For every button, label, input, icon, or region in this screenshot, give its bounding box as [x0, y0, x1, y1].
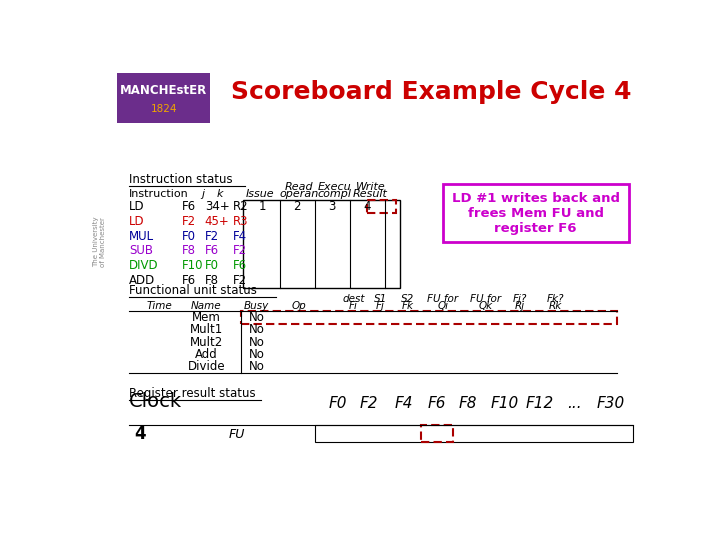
Bar — [117, 72, 210, 123]
Text: F12: F12 — [526, 396, 554, 411]
Text: SUB: SUB — [129, 244, 153, 257]
Text: Mult1: Mult1 — [189, 323, 223, 336]
Text: F0: F0 — [329, 396, 347, 411]
Text: dest: dest — [342, 294, 365, 303]
Text: F8: F8 — [181, 244, 195, 257]
Text: S1: S1 — [374, 294, 387, 303]
Text: 2: 2 — [293, 200, 301, 213]
Text: LD: LD — [129, 200, 145, 213]
Text: FU for: FU for — [427, 294, 458, 303]
Text: Execu: Execu — [318, 182, 351, 192]
Text: compl: compl — [317, 189, 351, 199]
Text: No: No — [248, 323, 264, 336]
Text: Qi: Qi — [437, 301, 448, 311]
Text: No: No — [248, 311, 264, 324]
Text: No: No — [248, 348, 264, 361]
Text: F2: F2 — [233, 244, 248, 257]
Text: F2: F2 — [204, 230, 219, 242]
Bar — [243, 200, 400, 288]
Text: R3: R3 — [233, 215, 249, 228]
Text: Divide: Divide — [187, 360, 225, 373]
Text: 4: 4 — [363, 200, 370, 213]
Text: LD: LD — [129, 215, 145, 228]
Text: Add: Add — [195, 348, 217, 361]
Text: Rj: Rj — [515, 301, 525, 311]
Text: Issue: Issue — [246, 189, 275, 199]
Bar — [315, 425, 632, 442]
Text: Fj: Fj — [376, 301, 385, 311]
Text: j: j — [201, 189, 204, 199]
Text: Register result status: Register result status — [129, 387, 256, 400]
Text: F0: F0 — [204, 259, 219, 272]
Text: Qk: Qk — [478, 301, 492, 311]
Text: S2: S2 — [401, 294, 415, 303]
Text: Write: Write — [356, 182, 385, 192]
Bar — [367, 200, 396, 213]
Text: Fk?: Fk? — [546, 294, 564, 303]
Text: F2: F2 — [233, 274, 248, 287]
Text: F4: F4 — [233, 230, 248, 242]
Text: Result: Result — [353, 189, 388, 199]
Text: ADD: ADD — [129, 274, 155, 287]
Text: F30: F30 — [597, 396, 625, 411]
Text: The University
of Manchester: The University of Manchester — [93, 217, 106, 267]
Text: Busy: Busy — [244, 301, 269, 311]
Text: F6: F6 — [233, 259, 248, 272]
Text: Read: Read — [285, 182, 314, 192]
Text: FU for: FU for — [469, 294, 501, 303]
Text: F10: F10 — [490, 396, 518, 411]
Text: F10: F10 — [181, 259, 203, 272]
Text: Scoreboard Example Cycle 4: Scoreboard Example Cycle 4 — [230, 80, 631, 104]
Text: No: No — [248, 335, 264, 348]
Text: LD #1 writes back and
frees Mem FU and
register F6: LD #1 writes back and frees Mem FU and r… — [451, 192, 620, 234]
Text: 45+: 45+ — [204, 215, 230, 228]
Text: F8: F8 — [204, 274, 219, 287]
Text: 4: 4 — [135, 426, 146, 443]
Text: F6: F6 — [428, 396, 446, 411]
Text: Time: Time — [147, 301, 173, 311]
Text: F4: F4 — [395, 396, 413, 411]
Text: F0: F0 — [181, 230, 195, 242]
Text: F2: F2 — [360, 396, 378, 411]
Text: ...: ... — [567, 396, 582, 411]
Text: Instruction status: Instruction status — [129, 173, 233, 186]
Text: Clock: Clock — [129, 392, 182, 411]
Text: Instruction: Instruction — [129, 189, 189, 199]
Text: Fk: Fk — [402, 301, 414, 311]
Text: 1: 1 — [258, 200, 266, 213]
Text: Fj?: Fj? — [513, 294, 527, 303]
Text: Functional unit status: Functional unit status — [129, 285, 256, 298]
Text: F6: F6 — [181, 200, 196, 213]
Bar — [421, 425, 454, 442]
Text: Rk: Rk — [549, 301, 562, 311]
Text: 1824: 1824 — [150, 104, 177, 113]
Text: Mult2: Mult2 — [189, 335, 223, 348]
Text: operan: operan — [279, 189, 319, 199]
Text: F8: F8 — [459, 396, 477, 411]
Text: FU: FU — [229, 428, 246, 441]
Text: R2: R2 — [233, 200, 249, 213]
Text: Name: Name — [191, 301, 222, 311]
Bar — [443, 184, 629, 242]
Text: 34+: 34+ — [204, 200, 230, 213]
Text: MANCHEstER: MANCHEstER — [120, 84, 207, 97]
Text: 3: 3 — [328, 200, 336, 213]
Bar — [241, 311, 617, 323]
Text: k: k — [217, 189, 223, 199]
Text: DIVD: DIVD — [129, 259, 158, 272]
Text: Fi: Fi — [349, 301, 358, 311]
Text: MUL: MUL — [129, 230, 154, 242]
Text: F2: F2 — [181, 215, 196, 228]
Text: Op: Op — [292, 301, 307, 311]
Text: Mem: Mem — [192, 311, 221, 324]
Text: No: No — [248, 360, 264, 373]
Text: F6: F6 — [204, 244, 219, 257]
Text: F6: F6 — [181, 274, 196, 287]
